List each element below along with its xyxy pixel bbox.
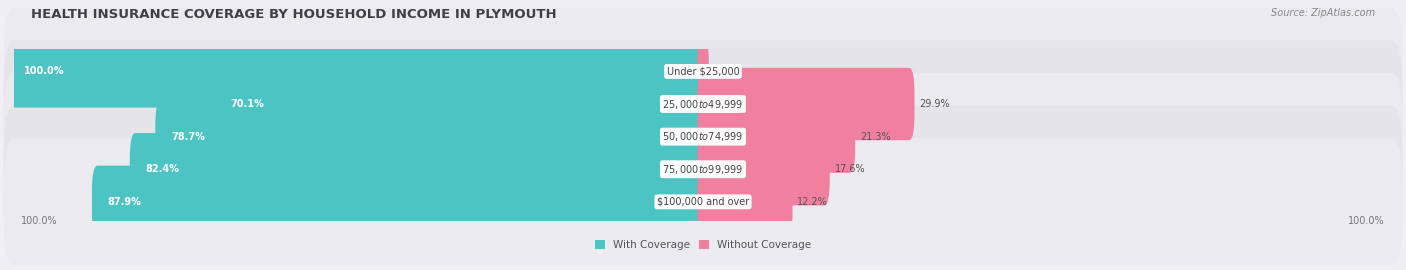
FancyBboxPatch shape [215, 68, 709, 140]
Text: $25,000 to $49,999: $25,000 to $49,999 [662, 97, 744, 110]
FancyBboxPatch shape [4, 40, 1402, 168]
FancyBboxPatch shape [4, 8, 1402, 135]
Text: 100.0%: 100.0% [1348, 216, 1385, 226]
FancyBboxPatch shape [129, 133, 709, 205]
FancyBboxPatch shape [697, 166, 793, 238]
Text: 100.0%: 100.0% [24, 66, 65, 76]
Text: $50,000 to $74,999: $50,000 to $74,999 [662, 130, 744, 143]
Text: 70.1%: 70.1% [231, 99, 264, 109]
Text: 87.9%: 87.9% [108, 197, 142, 207]
Text: HEALTH INSURANCE COVERAGE BY HOUSEHOLD INCOME IN PLYMOUTH: HEALTH INSURANCE COVERAGE BY HOUSEHOLD I… [31, 8, 557, 21]
FancyBboxPatch shape [8, 35, 709, 108]
FancyBboxPatch shape [697, 68, 914, 140]
FancyBboxPatch shape [91, 166, 709, 238]
FancyBboxPatch shape [697, 35, 709, 108]
FancyBboxPatch shape [4, 73, 1402, 200]
Text: 0.0%: 0.0% [713, 66, 738, 76]
Text: $100,000 and over: $100,000 and over [657, 197, 749, 207]
Text: 82.4%: 82.4% [146, 164, 180, 174]
Text: 78.7%: 78.7% [172, 132, 205, 142]
Text: 21.3%: 21.3% [860, 132, 891, 142]
FancyBboxPatch shape [697, 133, 830, 205]
Text: 29.9%: 29.9% [920, 99, 950, 109]
Text: Source: ZipAtlas.com: Source: ZipAtlas.com [1271, 8, 1375, 18]
Text: 100.0%: 100.0% [21, 216, 58, 226]
Text: Under $25,000: Under $25,000 [666, 66, 740, 76]
FancyBboxPatch shape [4, 138, 1402, 265]
FancyBboxPatch shape [155, 100, 709, 173]
FancyBboxPatch shape [4, 106, 1402, 233]
FancyBboxPatch shape [697, 100, 855, 173]
Text: $75,000 to $99,999: $75,000 to $99,999 [662, 163, 744, 176]
Legend: With Coverage, Without Coverage: With Coverage, Without Coverage [591, 236, 815, 254]
Text: 12.2%: 12.2% [797, 197, 828, 207]
Text: 17.6%: 17.6% [835, 164, 865, 174]
